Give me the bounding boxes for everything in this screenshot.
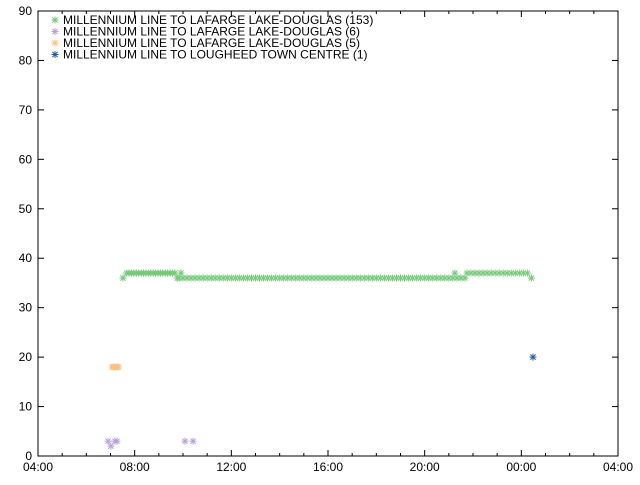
data-point: [107, 442, 115, 450]
y-tick-label: 70: [19, 103, 33, 117]
data-point: [529, 353, 537, 361]
legend-marker-icon: [51, 39, 59, 47]
legend-label: MILLENNIUM LINE TO LOUGHEED TOWN CENTRE …: [63, 48, 368, 62]
data-point: [181, 437, 189, 445]
data-point: [119, 274, 127, 282]
data-points: [104, 269, 537, 450]
y-tick-label: 30: [19, 301, 33, 315]
x-tick-label: 04:00: [23, 460, 53, 474]
x-tick-label: 04:00: [603, 460, 633, 474]
data-point: [104, 437, 112, 445]
data-point: [527, 274, 535, 282]
data-point: [523, 269, 531, 277]
legend-marker-icon: [51, 51, 59, 58]
y-tick-label: 50: [19, 202, 33, 216]
data-point: [113, 437, 121, 445]
x-tick-label: 16:00: [313, 460, 343, 474]
y-tick-label: 80: [19, 53, 33, 67]
legend-marker-icon: [51, 28, 59, 35]
x-tick-label: 00:00: [506, 460, 536, 474]
x-tick-label: 20:00: [410, 460, 440, 474]
data-point: [451, 269, 459, 277]
y-tick-label: 10: [19, 400, 33, 414]
plot-frame: [37, 10, 619, 457]
y-tick-label: 60: [19, 152, 33, 166]
legend-label: MILLENNIUM LINE TO LAFARGE LAKE-DOUGLAS …: [63, 13, 373, 27]
legend-marker-icon: [51, 16, 59, 24]
y-tick-label: 20: [19, 350, 33, 364]
legend-label: MILLENNIUM LINE TO LAFARGE LAKE-DOUGLAS …: [63, 25, 360, 39]
axes: 0 10 20 30 40 50 60 70 80 90 04:00 08:00 12:00 16:00 2…: [19, 4, 634, 474]
legend: MILLENNIUM LINE TO LAFARGE LAKE-DOUGLAS …: [51, 13, 373, 62]
y-tick-label: 0: [25, 449, 32, 463]
data-point: [115, 363, 123, 371]
y-tick-label: 90: [19, 4, 33, 18]
legend-label: MILLENNIUM LINE TO LAFARGE LAKE-DOUGLAS …: [63, 36, 360, 50]
x-tick-label: 08:00: [120, 460, 150, 474]
y-tick-label: 40: [19, 251, 33, 265]
data-point: [189, 437, 197, 445]
x-tick-label: 12:00: [216, 460, 246, 474]
